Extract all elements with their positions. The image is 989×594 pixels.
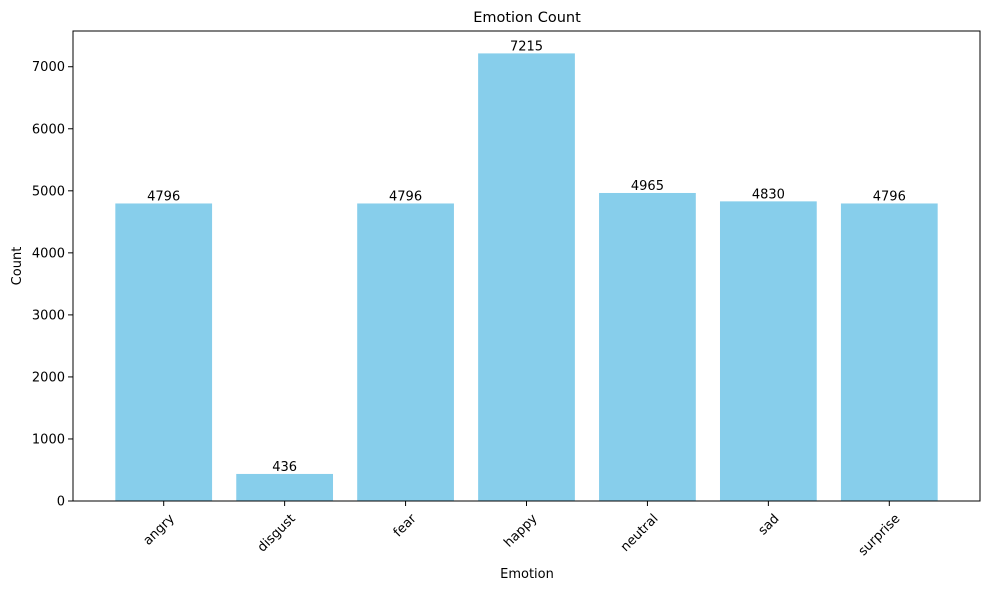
chart-title: Emotion Count bbox=[473, 10, 581, 26]
y-tick-label: 3000 bbox=[32, 308, 65, 323]
x-tick-label-disgust: disgust bbox=[255, 511, 299, 555]
x-axis-ticks: angry disgust fear happy neutral sad surprise bbox=[141, 501, 904, 559]
y-tick-label: 7000 bbox=[32, 60, 65, 75]
x-axis-label: Emotion bbox=[500, 567, 554, 582]
data-label-surprise: 4796 bbox=[873, 189, 906, 204]
data-label-sad: 4830 bbox=[752, 187, 785, 202]
x-tick-label-angry: angry bbox=[141, 511, 178, 548]
data-label-fear: 4796 bbox=[389, 189, 422, 204]
data-label-angry: 4796 bbox=[147, 189, 180, 204]
data-label-happy: 7215 bbox=[510, 39, 543, 54]
data-label-disgust: 436 bbox=[272, 460, 297, 475]
x-tick-label-happy: happy bbox=[501, 511, 540, 550]
data-label-neutral: 4965 bbox=[631, 179, 664, 194]
data-labels-layer: 4796 436 4796 7215 4965 4830 4796 bbox=[147, 39, 906, 475]
y-tick-label: 4000 bbox=[32, 246, 65, 261]
x-tick-label-surprise: surprise bbox=[856, 511, 904, 559]
x-tick-label-sad: sad bbox=[756, 511, 783, 538]
x-tick-label-neutral: neutral bbox=[618, 511, 661, 554]
bar-angry bbox=[115, 203, 213, 501]
y-tick-label: 2000 bbox=[32, 370, 65, 385]
x-tick-label-fear: fear bbox=[391, 511, 420, 540]
bar-neutral bbox=[599, 192, 696, 502]
y-tick-label: 0 bbox=[57, 495, 65, 510]
bars-layer bbox=[115, 53, 938, 502]
y-tick-label: 1000 bbox=[32, 432, 65, 447]
y-axis-label: Count bbox=[10, 247, 25, 286]
plot-frame bbox=[72, 30, 981, 502]
bar-surprise bbox=[840, 203, 938, 501]
bar-sad bbox=[719, 201, 817, 502]
bar-happy bbox=[478, 53, 575, 502]
y-tick-label: 6000 bbox=[32, 122, 65, 137]
bar-fear bbox=[357, 203, 454, 501]
y-tick-label: 5000 bbox=[32, 184, 65, 199]
bar-disgust bbox=[236, 473, 334, 501]
y-axis-ticks: 0 1000 2000 3000 4000 5000 6000 7000 bbox=[32, 60, 73, 510]
